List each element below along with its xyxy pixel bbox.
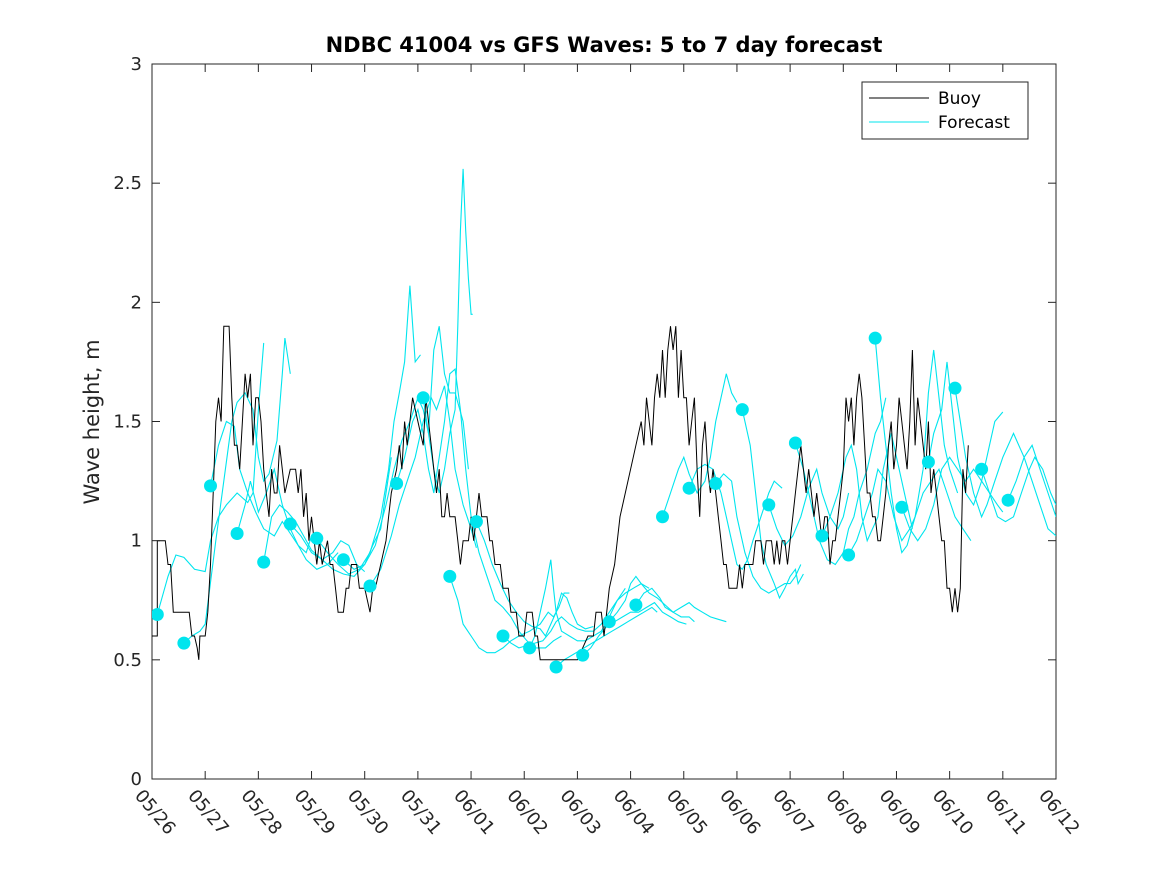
forecast-line-26 xyxy=(821,433,913,543)
x-tick-label: 06/10 xyxy=(928,786,977,839)
forecast-line-4 xyxy=(236,467,339,570)
x-tick-label: 05/26 xyxy=(130,786,179,839)
plot-area xyxy=(151,63,1057,780)
x-tick-label: 05/30 xyxy=(343,786,392,839)
x-tick-label: 06/04 xyxy=(609,786,658,839)
x-tick-label: 06/07 xyxy=(768,786,817,839)
forecast-line-19 xyxy=(635,587,727,623)
forecast-start-marker-28 xyxy=(868,331,882,345)
y-axis-label: Wave height, m xyxy=(80,339,104,504)
forecast-line-5 xyxy=(263,504,366,573)
forecast-line-2 xyxy=(183,338,291,644)
x-tick-label: 06/02 xyxy=(502,786,551,839)
forecast-start-marker-32 xyxy=(975,462,989,476)
forecast-line-29 xyxy=(901,456,1004,542)
x-tick-label: 06/12 xyxy=(1034,786,1083,839)
forecast-start-marker-1 xyxy=(152,608,164,621)
forecast-line-1 xyxy=(156,342,265,615)
chart-title: NDBC 41004 vs GFS Waves: 5 to 7 day fore… xyxy=(326,33,883,57)
forecast-start-marker-14 xyxy=(496,629,510,643)
legend-forecast-label: Forecast xyxy=(938,113,1010,133)
forecast-line-9 xyxy=(369,385,477,587)
forecast-start-marker-23 xyxy=(735,403,749,417)
x-tick-label: 06/03 xyxy=(556,786,605,839)
forecast-start-marker-18 xyxy=(602,615,616,629)
x-tick-label: 06/01 xyxy=(449,786,498,839)
forecast-line-10 xyxy=(396,368,562,649)
forecast-start-marker-30 xyxy=(921,455,935,469)
forecast-start-marker-7 xyxy=(310,531,324,545)
x-tick-label: 06/11 xyxy=(981,786,1030,839)
forecast-start-marker-11 xyxy=(416,391,430,405)
x-tick-label: 05/28 xyxy=(237,786,286,839)
forecast-start-marker-3 xyxy=(204,479,217,493)
forecast-line-25 xyxy=(794,397,887,566)
legend-buoy-label: Buoy xyxy=(938,89,981,109)
forecast-start-marker-27 xyxy=(842,548,856,562)
forecast-line-30 xyxy=(927,361,1004,507)
forecast-line-17 xyxy=(582,601,687,656)
buoy-line xyxy=(152,325,969,661)
forecast-start-marker-17 xyxy=(576,648,590,662)
x-tick-label: 06/08 xyxy=(821,786,870,839)
forecast-line-24 xyxy=(768,467,850,547)
y-tick-label: 1 xyxy=(131,531,142,552)
forecast-start-marker-22 xyxy=(709,477,723,490)
y-tick-label: 0.5 xyxy=(113,650,142,671)
forecast-start-marker-19 xyxy=(629,598,643,612)
forecast-line-32 xyxy=(981,456,1056,523)
forecast-start-marker-24 xyxy=(762,498,776,512)
forecast-start-marker-8 xyxy=(336,553,350,567)
forecast-start-marker-29 xyxy=(895,500,909,514)
x-tick-label: 05/31 xyxy=(396,786,445,839)
forecast-line-8 xyxy=(343,326,469,570)
y-tick-label: 2 xyxy=(131,292,142,313)
forecast-line-7 xyxy=(316,285,421,575)
y-tick-label: 0 xyxy=(131,769,142,790)
x-tick-label: 05/27 xyxy=(183,786,232,839)
x-tick-label: 05/29 xyxy=(290,786,339,839)
forecast-start-marker-16 xyxy=(549,660,563,674)
y-tick-label: 1.5 xyxy=(113,412,142,433)
forecast-start-marker-21 xyxy=(682,481,696,495)
legend: Buoy Forecast xyxy=(861,81,1029,140)
forecast-line-18 xyxy=(608,575,695,623)
forecast-start-marker-12 xyxy=(443,569,457,583)
forecast-start-marker-15 xyxy=(523,641,537,655)
forecast-line-13 xyxy=(475,521,594,638)
legend-box xyxy=(861,81,1029,140)
x-tick-label: 06/05 xyxy=(662,786,711,839)
forecast-line-23 xyxy=(741,409,804,600)
forecast-start-marker-4 xyxy=(230,527,244,540)
forecast-start-marker-9 xyxy=(363,579,377,593)
forecast-start-marker-31 xyxy=(948,381,962,395)
forecast-line-22 xyxy=(715,473,802,594)
forecast-start-marker-25 xyxy=(788,436,802,450)
forecast-start-marker-26 xyxy=(815,529,829,543)
y-axis: 0 0.5 1 1.5 2 2.5 3 xyxy=(113,54,1056,790)
forecast-line-33 xyxy=(1007,444,1056,517)
forecast-line-16 xyxy=(555,606,658,668)
series-group xyxy=(152,168,1056,674)
plot-frame xyxy=(151,63,1057,780)
forecast-start-marker-20 xyxy=(656,510,669,524)
forecast-start-marker-13 xyxy=(469,515,483,529)
y-tick-label: 2.5 xyxy=(113,173,142,194)
x-tick-label: 06/09 xyxy=(875,786,924,839)
forecast-start-marker-10 xyxy=(390,477,404,490)
forecast-line-20 xyxy=(661,373,738,517)
forecast-start-marker-5 xyxy=(257,555,271,569)
forecast-line-15 xyxy=(529,559,650,649)
forecast-start-marker-33 xyxy=(1001,493,1015,507)
x-tick-label: 06/06 xyxy=(715,786,764,839)
y-tick-label: 3 xyxy=(131,54,142,75)
forecast-start-marker-6 xyxy=(283,517,297,531)
forecast-start-marker-2 xyxy=(177,636,191,650)
